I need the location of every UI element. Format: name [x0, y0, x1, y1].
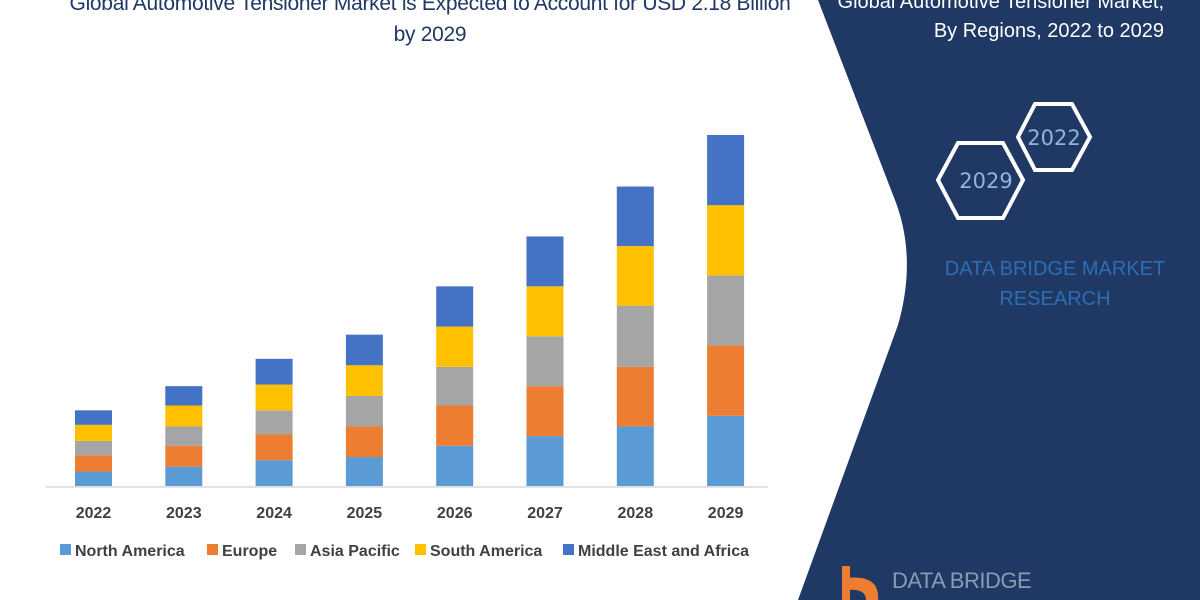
- bar-segment-2023-europe: [165, 445, 203, 467]
- bar-segment-2022-europe: [75, 455, 112, 472]
- legend: North America Europe Asia Pacific South Ame…: [60, 543, 749, 560]
- bar-segment-2025-south-america: [345, 365, 383, 396]
- legend-swatch: [415, 544, 426, 555]
- legend-swatch: [563, 544, 574, 555]
- x-tick-label: 2025: [347, 505, 383, 522]
- bar-segment-2027-north-america: [526, 436, 564, 486]
- legend-label: South America: [430, 543, 542, 560]
- brand-name: DATA BRIDGE MARKET RESEARCH: [944, 258, 1166, 310]
- bar-segment-2026-asia-pacific: [436, 366, 474, 406]
- bar-segment-2029-europe: [707, 345, 745, 416]
- bar-segment-2025-asia-pacific: [345, 395, 383, 427]
- chart-title: Global Automotive Tensioner Market is Ex…: [69, 0, 791, 46]
- bar-segment-2024-south-america: [255, 384, 293, 411]
- bar-segment-2027-south-america: [526, 286, 564, 337]
- bar-segment-2025-europe: [345, 426, 383, 458]
- hex-2022-label: 2022: [1027, 126, 1080, 150]
- hexagon-2029: 2029: [935, 141, 1026, 220]
- bar-segment-2026-north-america: [436, 445, 474, 486]
- bar-segment-2024-north-america: [255, 460, 293, 486]
- side-panel-background: [798, 0, 1200, 600]
- bar-segment-2026-middle-east-and-africa: [436, 286, 474, 327]
- bar-segment-2023-middle-east-and-africa: [165, 386, 203, 406]
- bar-segment-2024-asia-pacific: [255, 410, 293, 435]
- x-tick-label: 2024: [256, 505, 292, 522]
- bar-segment-2023-south-america: [165, 405, 203, 427]
- bar-segment-2028-middle-east-and-africa: [616, 186, 654, 247]
- bar-segment-2025-north-america: [345, 457, 383, 486]
- legend-label: North America: [75, 543, 185, 560]
- bar-segment-2029-north-america: [707, 415, 745, 486]
- bar-segment-2022-north-america: [75, 471, 112, 486]
- bar-segment-2028-north-america: [616, 426, 654, 486]
- x-tick-label: 2022: [76, 505, 112, 522]
- bar-segment-2028-asia-pacific: [616, 305, 654, 367]
- bar-segment-2027-asia-pacific: [526, 336, 564, 387]
- x-tick-label: 2026: [437, 505, 473, 522]
- bar-segment-2023-asia-pacific: [165, 426, 203, 446]
- logo-text: DATA BRIDGE: [892, 568, 1032, 593]
- bar-segment-2023-north-america: [165, 466, 203, 486]
- legend-swatch: [207, 544, 218, 555]
- bar-segment-2022-asia-pacific: [75, 440, 112, 456]
- bars-group: [75, 135, 745, 486]
- bar-segment-2024-middle-east-and-africa: [255, 358, 293, 385]
- x-tick-labels: 2022 2023 2024 2025 2026 2027 2028 2029: [76, 505, 744, 522]
- bar-segment-2028-south-america: [616, 246, 654, 306]
- bar-segment-2026-south-america: [436, 326, 474, 367]
- hexagon-2022: 2022: [1015, 102, 1093, 172]
- bar-segment-2022-south-america: [75, 424, 112, 441]
- bar-segment-2028-europe: [616, 366, 654, 427]
- legend-swatch: [295, 544, 306, 555]
- side-panel-title: Global Automotive Tensioner Market, By R…: [837, 0, 1164, 42]
- legend-label: Asia Pacific: [310, 543, 400, 560]
- bar-segment-2022-middle-east-and-africa: [75, 410, 112, 425]
- bar-segment-2029-middle-east-and-africa: [707, 135, 745, 206]
- x-tick-label: 2023: [166, 505, 202, 522]
- x-tick-label: 2028: [618, 505, 654, 522]
- bar-segment-2027-europe: [526, 386, 564, 437]
- hex-2029-label: 2029: [959, 169, 1012, 193]
- bar-segment-2026-europe: [436, 405, 474, 446]
- x-tick-label: 2027: [527, 505, 563, 522]
- bar-segment-2029-asia-pacific: [707, 275, 745, 346]
- logo-icon: [842, 566, 879, 600]
- bar-segment-2024-europe: [255, 434, 293, 461]
- x-tick-label: 2029: [708, 505, 744, 522]
- legend-swatch: [60, 544, 71, 555]
- bar-segment-2025-middle-east-and-africa: [345, 334, 383, 366]
- bar-segment-2029-south-america: [707, 205, 745, 276]
- legend-label: Middle East and Africa: [578, 543, 749, 560]
- legend-label: Europe: [222, 543, 277, 560]
- bar-segment-2027-middle-east-and-africa: [526, 236, 564, 287]
